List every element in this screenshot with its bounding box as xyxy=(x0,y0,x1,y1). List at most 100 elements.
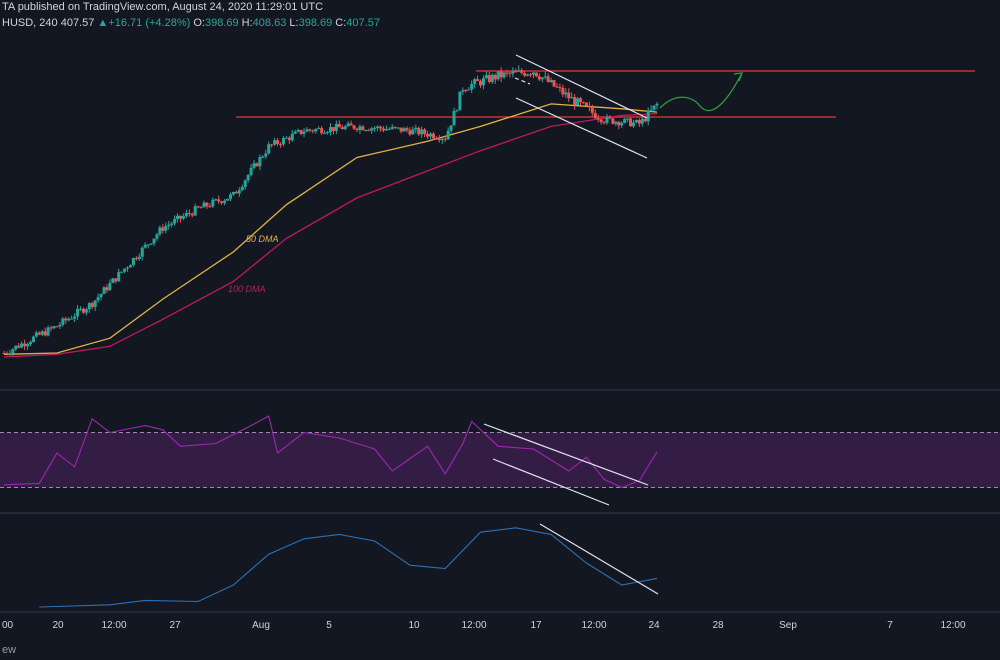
candle-body xyxy=(234,191,238,194)
candle-body xyxy=(102,287,106,294)
candle-body xyxy=(223,200,227,204)
candle-body xyxy=(314,129,318,132)
candle-body xyxy=(105,287,109,291)
candle-body xyxy=(470,83,474,90)
candle-body xyxy=(87,303,91,310)
candle-body xyxy=(429,133,433,137)
candle-body xyxy=(264,153,268,157)
open-key: O: xyxy=(193,17,205,29)
candle-body xyxy=(499,71,503,78)
candle-body xyxy=(14,345,18,350)
candle-body xyxy=(349,123,353,126)
candle-body xyxy=(31,336,35,343)
candle-body xyxy=(614,121,618,124)
candle-body xyxy=(152,238,156,244)
candle-body xyxy=(273,140,277,145)
candle-body xyxy=(517,70,521,72)
candle-body xyxy=(399,127,403,132)
candle-body xyxy=(493,74,497,80)
candle-body xyxy=(561,87,565,95)
candle-body xyxy=(46,327,50,336)
change-arrow-icon: ▲ xyxy=(97,17,109,29)
candle-body xyxy=(358,126,362,131)
candle-body xyxy=(558,87,562,89)
candle-body xyxy=(231,191,235,195)
candle-body xyxy=(599,119,603,123)
rsi-channel-lower xyxy=(492,458,610,506)
candle-body xyxy=(596,118,600,120)
candle-body xyxy=(414,127,418,130)
dma100-line xyxy=(3,113,658,358)
candle-body xyxy=(355,128,359,131)
candle-body xyxy=(576,98,580,106)
time-axis: 00 20 12:00 27 Aug 5 10 12:00 17 12:00 24 28 Sep 7 12:… xyxy=(2,620,966,631)
candle-body xyxy=(220,201,224,204)
candle-body xyxy=(246,175,250,181)
candle-body xyxy=(540,77,544,80)
symbol-line: HUSD, 240 407.57 ▲+16.71 (+4.28%) O:398.… xyxy=(2,17,380,29)
candle-body xyxy=(111,278,115,283)
high-value: 408.63 xyxy=(252,17,287,29)
candle-body xyxy=(455,110,459,112)
candle-body xyxy=(73,316,77,319)
projection-arrowhead-icon xyxy=(733,72,743,82)
candle-body xyxy=(284,137,288,139)
candle-body xyxy=(243,180,247,187)
candle-body xyxy=(255,163,259,167)
candle-body xyxy=(5,353,9,355)
candle-body xyxy=(26,344,30,347)
candle-body xyxy=(423,129,427,134)
close-key: C: xyxy=(335,17,347,29)
candle-body xyxy=(134,258,138,260)
projection-curve xyxy=(659,72,743,112)
candle-body xyxy=(334,124,338,131)
candle-body xyxy=(308,129,312,131)
candle-body xyxy=(370,128,374,131)
candle-body xyxy=(631,122,635,127)
candle-body xyxy=(417,127,421,135)
candle-body xyxy=(252,163,256,168)
candle-body xyxy=(211,199,215,207)
candle-body xyxy=(490,74,494,83)
candle-body xyxy=(108,282,112,291)
time-axis-tick-label: 28 xyxy=(712,620,724,631)
candle-body xyxy=(81,308,85,313)
candle-body xyxy=(590,107,594,113)
candle-body xyxy=(276,140,280,144)
price-channel-lower xyxy=(515,97,648,159)
candle-body xyxy=(449,125,453,131)
candle-body xyxy=(581,102,585,104)
candle-body xyxy=(526,74,530,76)
candle-body xyxy=(496,71,500,80)
candle-body xyxy=(364,129,368,131)
time-axis-tick-label: 12:00 xyxy=(940,620,965,631)
rsi-group xyxy=(3,415,658,506)
candle-body xyxy=(64,318,68,321)
candle-body xyxy=(178,215,182,219)
candle-body xyxy=(620,122,624,126)
candle-body xyxy=(317,128,321,130)
publisher-line: TA published on TradingView.com, August … xyxy=(2,1,323,13)
publisher-text: TA published on TradingView.com, August … xyxy=(2,1,324,13)
candle-body xyxy=(249,167,253,176)
high-key: H: xyxy=(241,17,253,29)
candle-body xyxy=(484,75,488,79)
candle-body xyxy=(320,128,324,134)
candle-body xyxy=(270,144,274,146)
candle-body xyxy=(381,128,385,131)
candle-body xyxy=(99,293,103,298)
candle-body xyxy=(143,244,147,248)
candle-body xyxy=(193,206,197,216)
candle-body xyxy=(637,120,641,124)
candle-body xyxy=(396,127,400,129)
candle-body xyxy=(570,97,574,99)
candles-group xyxy=(2,65,659,357)
candle-body xyxy=(208,206,212,208)
candle-body xyxy=(608,116,612,119)
time-axis-tick-label: 5 xyxy=(326,620,332,631)
candle-body xyxy=(34,332,38,337)
symbol[interactable]: HUSD, 240 xyxy=(2,17,58,29)
candle-body xyxy=(293,131,297,134)
candle-body xyxy=(452,110,456,126)
